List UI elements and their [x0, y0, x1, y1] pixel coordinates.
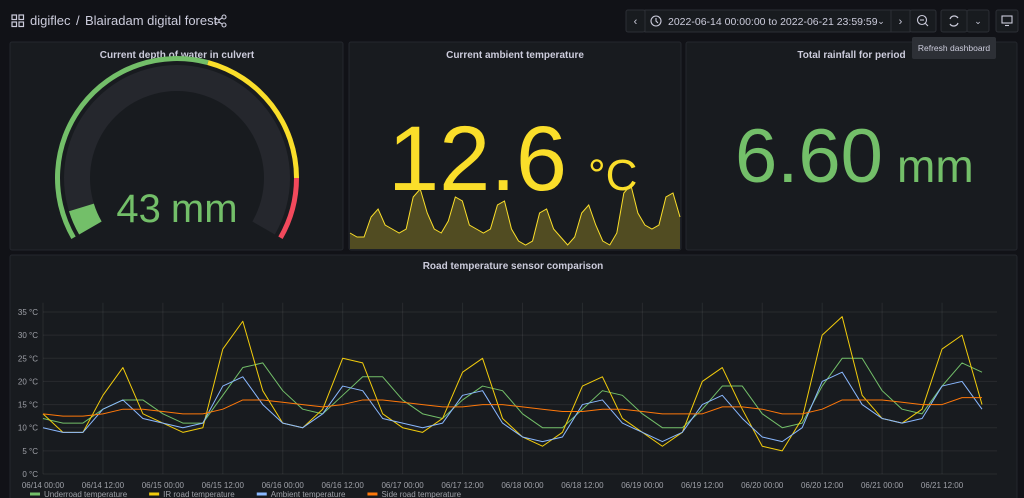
legend-label: Underroad temperature [44, 490, 128, 498]
series-line [42, 357, 983, 429]
time-range: 2022-06-14 00:00:00 to 2022-06-21 23:59:… [668, 16, 878, 28]
panel-title: Current depth of water in culvert [100, 50, 255, 61]
panel-title: Current ambient temperature [446, 50, 584, 61]
x-tick-label: 06/14 12:00 [82, 481, 125, 490]
y-tick-label: 0 °C [22, 470, 38, 479]
x-tick-label: 06/18 00:00 [501, 481, 544, 490]
temperature-panel [348, 41, 682, 251]
refresh-icon [949, 15, 959, 27]
tv-icon [1001, 15, 1013, 27]
x-tick-label: 06/19 00:00 [621, 481, 664, 490]
gauge-number: 43 [116, 187, 161, 231]
share-icon[interactable] [214, 14, 227, 28]
gauge-threshold [207, 60, 299, 178]
clock-icon [650, 15, 662, 27]
time-back-icon: ‹ [634, 16, 638, 28]
x-tick-label: 06/21 12:00 [921, 481, 964, 490]
zoom-out-icon [916, 14, 929, 27]
x-tick-label: 06/17 00:00 [381, 481, 424, 490]
series-line [42, 316, 983, 452]
dashboard-icon[interactable] [11, 14, 25, 28]
refresh-button[interactable] [940, 9, 968, 33]
series-line [42, 397, 983, 417]
x-tick-label: 06/16 00:00 [262, 481, 305, 490]
panel-title: Total rainfall for period [797, 50, 905, 61]
stat-value: 6.60 [735, 114, 883, 199]
time-picker-caret: ⌄ [877, 16, 885, 26]
stat-unit: mm [897, 140, 974, 192]
y-tick-label: 20 °C [18, 377, 38, 386]
line-chart-panel [9, 254, 1018, 498]
legend-label: IR road temperature [163, 490, 235, 498]
panel-title: Road temperature sensor comparison [423, 261, 604, 272]
tooltip-text: Refresh dashboard [918, 43, 991, 53]
x-tick-label: 06/19 12:00 [681, 481, 724, 490]
y-tick-label: 30 °C [18, 331, 38, 340]
rainfall-panel [685, 41, 1018, 251]
legend-label: Side road temperature [381, 490, 461, 498]
x-tick-label: 06/21 00:00 [861, 481, 904, 490]
x-tick-label: 06/18 12:00 [561, 481, 604, 490]
gauge-unit: mm [171, 187, 238, 231]
tooltip: Refresh dashboard [912, 37, 996, 59]
y-tick-label: 35 °C [18, 308, 38, 317]
gauge-track [64, 65, 290, 235]
breadcrumb-org[interactable]: digiflec [30, 13, 71, 28]
y-tick-label: 25 °C [18, 354, 38, 363]
tv-mode-button[interactable] [995, 9, 1019, 33]
refresh-interval-button[interactable] [966, 9, 990, 33]
x-tick-label: 06/14 00:00 [22, 481, 65, 490]
x-tick-label: 06/15 00:00 [142, 481, 185, 490]
gauge-fill [68, 203, 102, 235]
breadcrumb-separator: / [76, 13, 80, 28]
x-tick-label: 06/20 00:00 [741, 481, 784, 490]
breadcrumb-title[interactable]: Blairadam digital forest [85, 13, 218, 28]
x-tick-label: 06/16 12:00 [322, 481, 365, 490]
y-tick-label: 15 °C [18, 401, 38, 410]
x-tick-label: 06/20 12:00 [801, 481, 844, 490]
sparkline-area [350, 185, 680, 249]
sparkline [349, 183, 681, 246]
gauge-value: 43 mm [116, 187, 237, 231]
stat-unit: °C [588, 151, 637, 200]
gauge-threshold [278, 178, 299, 239]
series-line [42, 371, 983, 443]
y-tick-label: 5 °C [22, 447, 38, 456]
zoom-out-button[interactable] [909, 9, 937, 33]
x-tick-label: 06/17 12:00 [441, 481, 484, 490]
legend-label: Ambient temperature [271, 490, 346, 498]
time-forward-icon: › [899, 16, 903, 28]
y-tick-label: 10 °C [18, 424, 38, 433]
stat-value: 12.6 [388, 108, 567, 210]
refresh-caret: ⌄ [974, 16, 982, 26]
x-tick-label: 06/15 12:00 [202, 481, 245, 490]
tooltip-box [912, 37, 996, 59]
